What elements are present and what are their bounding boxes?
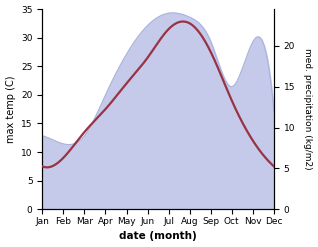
Y-axis label: med. precipitation (kg/m2): med. precipitation (kg/m2) — [303, 48, 313, 170]
Y-axis label: max temp (C): max temp (C) — [5, 75, 16, 143]
X-axis label: date (month): date (month) — [119, 231, 197, 242]
